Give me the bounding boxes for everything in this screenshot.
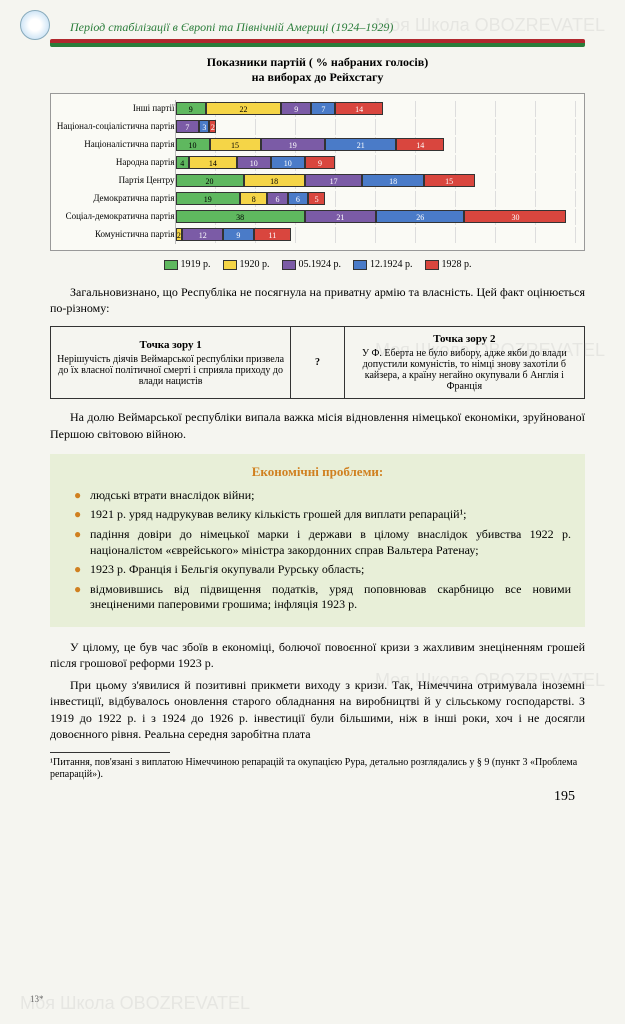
bar-segment: 18	[244, 174, 305, 187]
bar-segment: 2	[209, 120, 216, 133]
legend-color-box	[223, 260, 237, 270]
bar-segment: 9	[281, 102, 312, 115]
bar-segment: 22	[206, 102, 281, 115]
pov1-text: Нерішучість діячів Веймарської республік…	[57, 354, 284, 387]
watermark: Моя Школа OBOZREVATEL	[20, 993, 250, 1014]
legend-item: 1928 р.	[425, 259, 472, 270]
bar-segment: 18	[362, 174, 423, 187]
chart-title: Показники партій ( % набраних голосів) н…	[50, 55, 585, 85]
bar-segment: 6	[267, 192, 287, 205]
paragraph: На долю Веймарської республіки випала ва…	[50, 409, 585, 441]
paragraph: Загальновизнано, що Республіка не посягн…	[50, 284, 585, 316]
footnote: ¹Питання, пов'язані з виплатою Німеччино…	[50, 757, 585, 781]
bar-segment: 3	[199, 120, 209, 133]
bar-segment: 21	[325, 138, 396, 151]
reichstag-chart: Інші партії9229714Націонал-соціалістична…	[50, 93, 585, 251]
bar-segment: 20	[176, 174, 244, 187]
econ-item: людські втрати внаслідок війни;	[74, 488, 571, 504]
bar-segment: 26	[376, 210, 464, 223]
page-number: 195	[50, 789, 585, 805]
paragraph: У цілому, це був час збоїв в економіці, …	[50, 639, 585, 671]
bar-segment: 8	[240, 192, 267, 205]
party-label: Народна партія	[55, 154, 175, 172]
logo-icon	[20, 10, 50, 40]
legend-item: 1920 р.	[223, 259, 270, 270]
chart-title-line1: Показники партій ( % набраних голосів)	[207, 55, 428, 69]
bar-segment: 19	[261, 138, 326, 151]
signature-mark: 13*	[30, 994, 44, 1004]
chapter-header: Період стабілізації в Європі та Північні…	[50, 20, 585, 35]
legend-color-box	[282, 260, 296, 270]
point-of-view-table: Точка зору 1 Нерішучість діячів Веймарсь…	[50, 326, 585, 399]
header-band	[50, 39, 585, 47]
pov2-header: Точка зору 2	[351, 333, 578, 345]
legend-label: 1919 р.	[181, 259, 211, 270]
pov1-header: Точка зору 1	[57, 339, 284, 351]
party-label: Соціал-демократична партія	[55, 208, 175, 226]
bar-segment: 10	[237, 156, 271, 169]
pov2-text: У Ф. Еберта не було вибору, адже якби до…	[351, 348, 578, 392]
legend-color-box	[425, 260, 439, 270]
party-label: Інші партії	[55, 100, 175, 118]
bar-segment: 4	[176, 156, 190, 169]
legend-label: 1920 р.	[240, 259, 270, 270]
bar-segment: 7	[176, 120, 200, 133]
econ-item: 1923 р. Франція і Бельгія окупували Рурс…	[74, 562, 571, 578]
footnote-rule	[50, 752, 170, 753]
bar-segment: 30	[464, 210, 566, 223]
legend-item: 05.1924 р.	[282, 259, 342, 270]
party-label: Націоналістична партія	[55, 136, 175, 154]
legend-color-box	[164, 260, 178, 270]
bar-segment: 2	[176, 228, 183, 241]
party-label: Партія Центру	[55, 172, 175, 190]
legend-label: 12.1924 р.	[370, 259, 413, 270]
bar-segment: 21	[305, 210, 376, 223]
bar-segment: 7	[311, 102, 335, 115]
legend-item: 1919 р.	[164, 259, 211, 270]
bar-segment: 9	[176, 102, 207, 115]
bar-segment: 14	[335, 102, 383, 115]
legend-item: 12.1924 р.	[353, 259, 413, 270]
econ-item: 1921 р. уряд надрукував велику кількість…	[74, 507, 571, 523]
party-label: Комуністична партія	[55, 226, 175, 244]
legend-label: 05.1924 р.	[299, 259, 342, 270]
bar-segment: 15	[210, 138, 261, 151]
party-label: Демократична партія	[55, 190, 175, 208]
paragraph: При цьому з'явилися й позитивні прикмети…	[50, 677, 585, 742]
bar-segment: 9	[305, 156, 336, 169]
bar-segment: 19	[176, 192, 241, 205]
legend-color-box	[353, 260, 367, 270]
bar-segment: 5	[308, 192, 325, 205]
bar-segment: 38	[176, 210, 305, 223]
bar-segment: 14	[189, 156, 237, 169]
econ-title: Економічні проблеми:	[64, 464, 571, 480]
bar-segment: 14	[396, 138, 444, 151]
economic-problems-box: Економічні проблеми: людські втрати внас…	[50, 454, 585, 627]
bar-segment: 12	[182, 228, 223, 241]
legend-label: 1928 р.	[442, 259, 472, 270]
econ-item: відмовившись від підвищення податків, ур…	[74, 582, 571, 613]
bar-segment: 10	[176, 138, 210, 151]
bar-segment: 9	[223, 228, 254, 241]
bar-segment: 11	[254, 228, 291, 241]
bar-segment: 17	[305, 174, 363, 187]
question-mark-icon: ?	[291, 327, 344, 399]
bar-segment: 15	[424, 174, 475, 187]
bar-segment: 10	[271, 156, 305, 169]
chart-legend: 1919 р. 1920 р. 05.1924 р. 12.1924 р. 1928 р…	[50, 259, 585, 270]
econ-item: падіння довіри до німецької марки і держ…	[74, 527, 571, 558]
party-label: Націонал-соціалістична партія	[55, 118, 175, 136]
bar-segment: 6	[288, 192, 308, 205]
chart-title-line2: на виборах до Рейхстагу	[252, 70, 384, 84]
